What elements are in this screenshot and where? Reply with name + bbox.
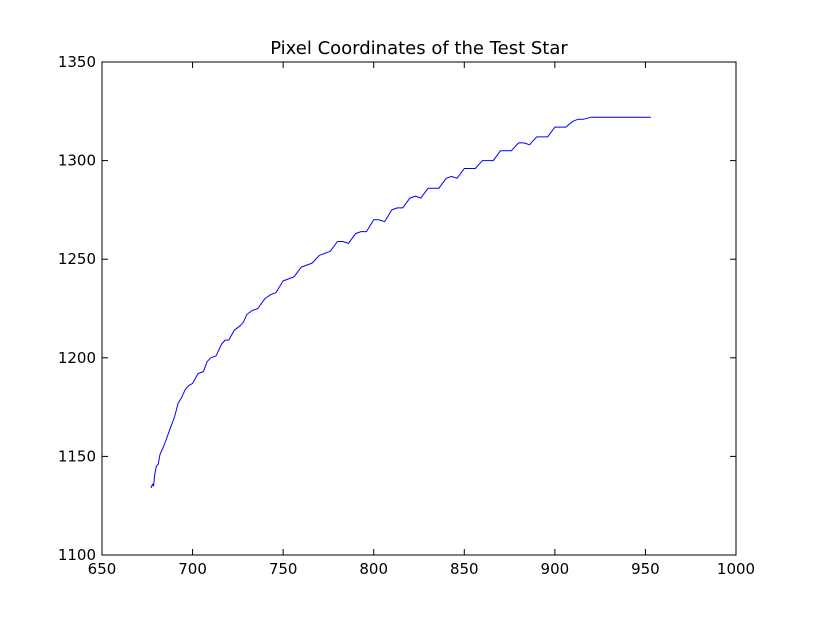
x-tick-label: 650 [88, 560, 117, 578]
y-tick-label: 1350 [58, 53, 96, 71]
y-tick-label: 1200 [58, 349, 96, 367]
series-line [150, 116, 651, 489]
plot-frame [101, 61, 737, 556]
x-tick-label: 750 [269, 560, 298, 578]
x-tick-label: 900 [541, 560, 570, 578]
y-tick-label: 1250 [58, 250, 96, 268]
x-tick-label: 850 [450, 560, 479, 578]
y-tick-label: 1100 [58, 546, 96, 564]
chart-title: Pixel Coordinates of the Test Star [270, 38, 568, 59]
y-tick-label: 1150 [58, 447, 96, 465]
y-tick-label: 1300 [58, 152, 96, 170]
tick-layer: 650 700 750 800 850 900 950 1000 1100 1150 1200 125… [58, 53, 755, 578]
x-tick-label: 950 [631, 560, 660, 578]
x-tick-label: 1000 [717, 560, 755, 578]
x-tick-label: 700 [178, 560, 207, 578]
series-layer [150, 116, 651, 489]
x-tick-label: 800 [359, 560, 388, 578]
